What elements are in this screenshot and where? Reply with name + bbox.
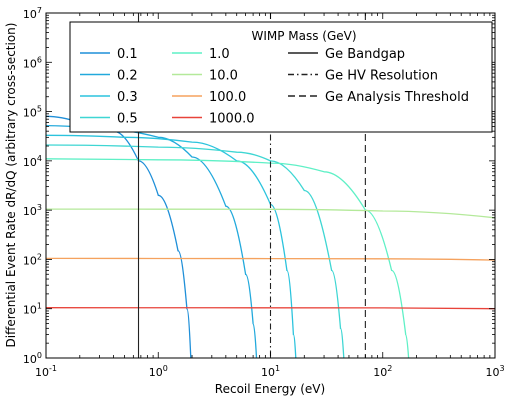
series-line-1.0 — [46, 158, 410, 358]
y-tick-label: 104 — [23, 154, 42, 169]
legend-label: Ge Bandgap — [325, 47, 405, 62]
y-tick-label: 101 — [23, 302, 42, 317]
y-tick-label: 103 — [23, 203, 42, 218]
legend-label: Ge HV Resolution — [325, 69, 438, 84]
legend-label: 0.3 — [117, 90, 138, 105]
legend: WIMP Mass (GeV) 0.1 0.2 0.3 0.5 1.0 10.0 100.0 1… — [69, 21, 493, 133]
legend-box — [69, 21, 493, 133]
y-tick-label: 105 — [23, 105, 42, 120]
legend-label: 0.5 — [117, 112, 138, 127]
legend-label: 10.0 — [209, 69, 238, 84]
legend-label: 0.1 — [117, 47, 138, 62]
x-axis-title: Recoil Energy (eV) — [215, 382, 325, 396]
legend-label: 1000.0 — [209, 112, 255, 127]
x-tick-label: 101 — [261, 364, 280, 379]
legend-label: 100.0 — [209, 90, 246, 105]
legend-title: WIMP Mass (GeV) — [251, 29, 356, 43]
y-tick-label: 106 — [23, 55, 42, 70]
x-tick-label: 100 — [149, 364, 168, 379]
x-tick-label: 10-1 — [35, 364, 57, 379]
x-tick-label: 102 — [373, 364, 392, 379]
y-tick-label: 107 — [23, 6, 42, 21]
y-tick-label: 100 — [23, 351, 42, 366]
y-tick-label: 102 — [23, 252, 42, 267]
series-line-0.5 — [46, 144, 345, 358]
x-tick-label: 103 — [485, 364, 504, 379]
legend-label: Ge Analysis Threshold — [325, 90, 469, 105]
series-line-1000.0 — [46, 307, 495, 310]
legend-label: 1.0 — [209, 47, 230, 62]
series-line-0.1 — [46, 115, 192, 358]
y-axis-title: Differential Event Rate dR/dQ (arbitrary… — [4, 23, 18, 348]
legend-label: 0.2 — [117, 69, 138, 84]
series-line-0.3 — [46, 134, 297, 358]
